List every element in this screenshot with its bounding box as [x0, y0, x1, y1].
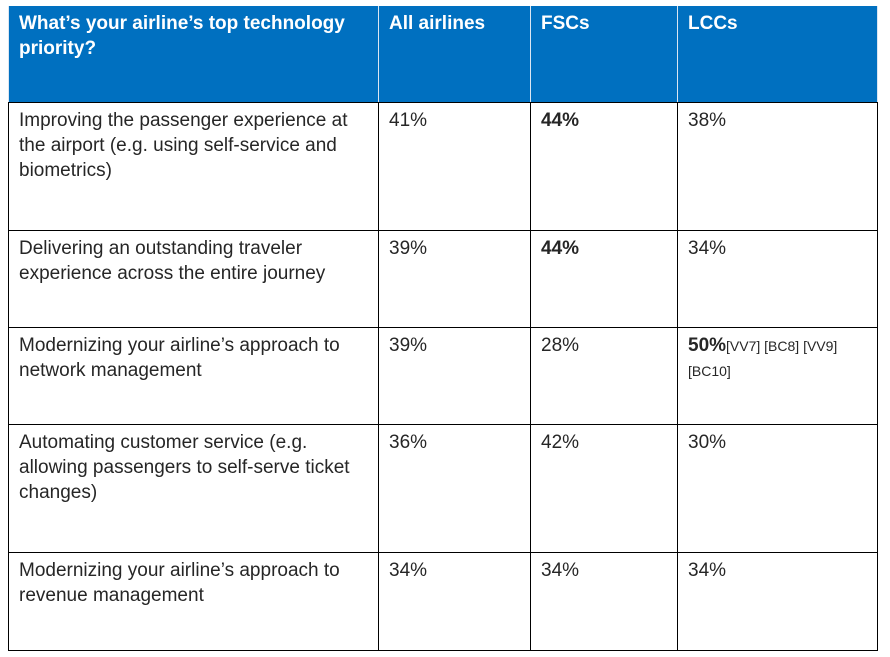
- value-cell: 42%: [530, 424, 678, 553]
- value-text: 44%: [541, 238, 580, 259]
- value-cell: 30%: [677, 424, 878, 553]
- value-cell: 39%: [378, 230, 531, 328]
- header-cell: LCCs: [677, 6, 878, 103]
- header-cell: FSCs: [530, 6, 678, 103]
- row: Modernizing your airline’s approach to n…: [8, 327, 878, 425]
- priority-cell: Improving the passenger experience at th…: [8, 102, 379, 231]
- value-cell: 44%: [530, 102, 678, 231]
- value-cell: 39%: [378, 327, 531, 425]
- comment-markers: [VV7] [BC8] [VV9] [BC10]: [688, 338, 838, 379]
- value-cell: 41%: [378, 102, 531, 231]
- header-cell: What’s your airline’s top technology pri…: [8, 6, 379, 103]
- value-cell: 34%: [677, 552, 878, 651]
- value-text: 44%: [541, 110, 580, 131]
- value-cell: 38%: [677, 102, 878, 231]
- header-cell: All airlines: [378, 6, 531, 103]
- value-cell: 44%: [530, 230, 678, 328]
- value-cell: 34%: [530, 552, 678, 651]
- row: Modernizing your airline’s approach to r…: [8, 552, 878, 651]
- row: Delivering an outstanding traveler exper…: [8, 230, 878, 328]
- priority-cell: Modernizing your airline’s approach to r…: [8, 552, 379, 651]
- priority-cell: Delivering an outstanding traveler exper…: [8, 230, 379, 328]
- row: Automating customer service (e.g. allowi…: [8, 424, 878, 553]
- priority-cell: Automating customer service (e.g. allowi…: [8, 424, 379, 553]
- value-cell: 36%: [378, 424, 531, 553]
- value-cell: 34%: [378, 552, 531, 651]
- value-cell: 28%: [530, 327, 678, 425]
- value-cell: 34%: [677, 230, 878, 328]
- value-text: 50%: [688, 335, 727, 356]
- priority-table: What’s your airline’s top technology pri…: [8, 6, 878, 651]
- value-cell: 50%[VV7] [BC8] [VV9] [BC10]: [677, 327, 878, 425]
- priority-cell: Modernizing your airline’s approach to n…: [8, 327, 379, 425]
- row: Improving the passenger experience at th…: [8, 102, 878, 231]
- header-row: What’s your airline’s top technology pri…: [8, 6, 878, 103]
